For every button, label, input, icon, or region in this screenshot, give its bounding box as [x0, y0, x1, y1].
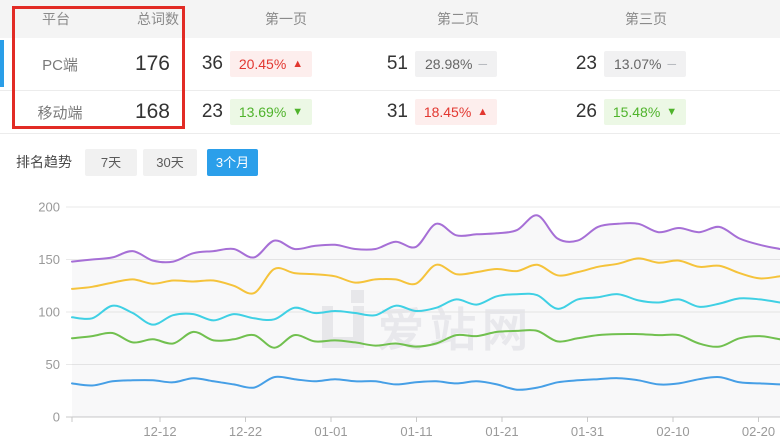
- tab-3-months[interactable]: 3个月: [207, 149, 258, 176]
- rank-trend-chart: 爱站网 05010015020012-1212-2201-0101-1101-2…: [0, 190, 780, 441]
- page1-change-badge: 13.69% ▼: [230, 99, 312, 125]
- page3-pct: 15.48%: [612, 104, 661, 120]
- total-words-value: 176: [134, 52, 170, 75]
- table-header-row: 平台 总词数 第一页 第二页 第三页: [0, 0, 780, 38]
- platform-label: 移动端: [37, 104, 83, 122]
- page2-count: 51: [386, 53, 408, 74]
- series-4-green-line: [71, 329, 780, 349]
- tab-7-days[interactable]: 7天: [85, 149, 137, 176]
- svg-text:01-01: 01-01: [314, 424, 347, 439]
- svg-text:01-21: 01-21: [485, 424, 518, 439]
- svg-text:50: 50: [46, 357, 60, 372]
- col-header-page2: 第二页: [437, 11, 479, 27]
- svg-text:02-20: 02-20: [742, 424, 775, 439]
- page3-count: 26: [575, 101, 597, 122]
- page1-count: 23: [201, 101, 223, 122]
- page1-pct: 13.69%: [238, 104, 287, 120]
- table-row-mobile: 移动端 168 23 13.69% ▼ 31 18.45% ▲ 26 15.48…: [0, 91, 780, 134]
- tab-30-days[interactable]: 30天: [143, 149, 197, 176]
- row-accent-bar: [0, 40, 4, 87]
- page2-change-badge: 28.98% ─: [415, 51, 497, 77]
- col-header-total: 总词数: [137, 11, 179, 27]
- page1-pct: 20.45%: [238, 56, 287, 72]
- page3-change-badge: 15.48% ▼: [604, 99, 686, 125]
- page1-change-badge: 20.45% ▲: [230, 51, 312, 77]
- page2-pct: 28.98%: [425, 56, 473, 72]
- trend-down-icon: ▼: [292, 105, 304, 118]
- page3-pct: 13.07%: [614, 56, 662, 72]
- svg-text:12-12: 12-12: [143, 424, 176, 439]
- svg-text:200: 200: [38, 200, 60, 215]
- svg-text:150: 150: [38, 252, 60, 267]
- col-header-page3: 第三页: [625, 11, 667, 27]
- col-header-page1: 第一页: [265, 11, 307, 27]
- trend-section-header: 排名趋势 7天 30天 3个月: [0, 140, 780, 185]
- series-2-yellow-line: [71, 257, 780, 295]
- svg-text:0: 0: [53, 410, 60, 425]
- trend-up-icon: ▲: [477, 105, 489, 118]
- page2-pct: 18.45%: [423, 104, 472, 120]
- total-words-value: 168: [134, 100, 170, 123]
- series-5-blue-line: [71, 375, 780, 391]
- series-1-purple-line: [71, 214, 780, 264]
- page3-count: 23: [575, 53, 597, 74]
- svg-text:100: 100: [38, 305, 60, 320]
- page2-change-badge: 18.45% ▲: [415, 99, 497, 125]
- col-header-platform: 平台: [42, 11, 70, 27]
- trend-flat-icon: ─: [478, 57, 487, 71]
- svg-text:01-31: 01-31: [571, 424, 604, 439]
- trend-section-title: 排名趋势: [16, 154, 72, 170]
- page2-count: 31: [386, 101, 408, 122]
- trend-line-chart: 0 50 100 150 200 12-12 12-22 01-01 01-11 01-21 01-…: [38, 200, 780, 439]
- series-3-cyan-line: [71, 292, 780, 326]
- trend-flat-icon: ─: [667, 57, 676, 71]
- page1-count: 36: [201, 53, 223, 74]
- trend-down-icon: ▼: [666, 105, 678, 118]
- table-row-pc: PC端 176 36 20.45% ▲ 51 28.98% ─ 23 13.07…: [0, 38, 780, 91]
- platform-label: PC端: [42, 56, 78, 74]
- page3-change-badge: 13.07% ─: [604, 51, 686, 77]
- svg-text:02-10: 02-10: [656, 424, 689, 439]
- svg-text:12-22: 12-22: [229, 424, 262, 439]
- svg-text:01-11: 01-11: [400, 424, 432, 439]
- trend-up-icon: ▲: [292, 57, 304, 70]
